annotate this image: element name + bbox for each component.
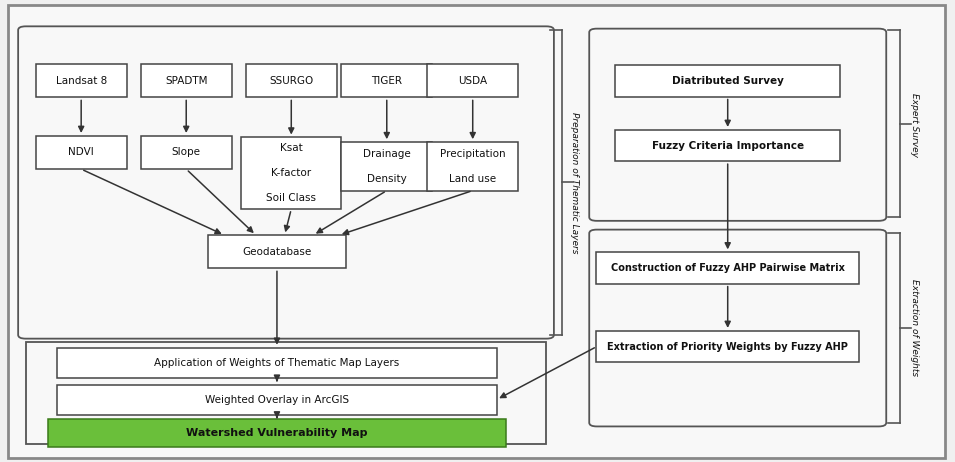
Text: Ksat

K-factor

Soil Class: Ksat K-factor Soil Class — [266, 143, 316, 203]
Text: TIGER: TIGER — [371, 76, 402, 86]
Text: Weighted Overlay in ArcGIS: Weighted Overlay in ArcGIS — [205, 395, 349, 405]
Text: Construction of Fuzzy AHP Pairwise Matrix: Construction of Fuzzy AHP Pairwise Matri… — [611, 263, 844, 273]
FancyBboxPatch shape — [48, 419, 506, 447]
FancyBboxPatch shape — [246, 64, 337, 97]
FancyBboxPatch shape — [141, 64, 232, 97]
FancyBboxPatch shape — [428, 142, 519, 190]
FancyBboxPatch shape — [36, 136, 126, 169]
Text: Slope: Slope — [172, 147, 201, 158]
Text: Drainage

Density: Drainage Density — [363, 149, 411, 184]
FancyBboxPatch shape — [57, 347, 497, 378]
FancyBboxPatch shape — [207, 235, 346, 268]
FancyBboxPatch shape — [141, 136, 232, 169]
Text: Diatributed Survey: Diatributed Survey — [671, 76, 784, 86]
Text: NDVI: NDVI — [69, 147, 94, 158]
FancyBboxPatch shape — [342, 64, 432, 97]
Text: Preparation of Thematic Layers: Preparation of Thematic Layers — [570, 112, 580, 253]
FancyBboxPatch shape — [589, 29, 886, 221]
FancyBboxPatch shape — [342, 142, 432, 190]
FancyBboxPatch shape — [57, 384, 497, 415]
Text: Extraction of Priority Weights by Fuzzy AHP: Extraction of Priority Weights by Fuzzy … — [607, 341, 848, 352]
Text: SPADTM: SPADTM — [165, 76, 207, 86]
FancyBboxPatch shape — [8, 5, 945, 458]
Text: Precipitation

Land use: Precipitation Land use — [440, 149, 505, 184]
FancyBboxPatch shape — [616, 130, 840, 161]
FancyBboxPatch shape — [589, 230, 886, 426]
FancyBboxPatch shape — [241, 138, 342, 209]
Text: Fuzzy Criteria Importance: Fuzzy Criteria Importance — [651, 140, 804, 151]
FancyBboxPatch shape — [26, 342, 546, 444]
Text: Extraction of Weights: Extraction of Weights — [910, 280, 920, 377]
Text: SSURGO: SSURGO — [269, 76, 313, 86]
FancyBboxPatch shape — [616, 65, 840, 97]
FancyBboxPatch shape — [18, 26, 554, 339]
Text: Expert Survey: Expert Survey — [910, 93, 920, 157]
FancyBboxPatch shape — [36, 64, 126, 97]
FancyBboxPatch shape — [596, 331, 860, 362]
Text: Geodatabase: Geodatabase — [243, 247, 311, 257]
FancyBboxPatch shape — [428, 64, 519, 97]
Text: Application of Weights of Thematic Map Layers: Application of Weights of Thematic Map L… — [155, 358, 399, 368]
Text: Landsat 8: Landsat 8 — [55, 76, 107, 86]
Text: USDA: USDA — [458, 76, 487, 86]
Text: Watershed Vulnerability Map: Watershed Vulnerability Map — [186, 428, 368, 438]
FancyBboxPatch shape — [596, 252, 860, 284]
